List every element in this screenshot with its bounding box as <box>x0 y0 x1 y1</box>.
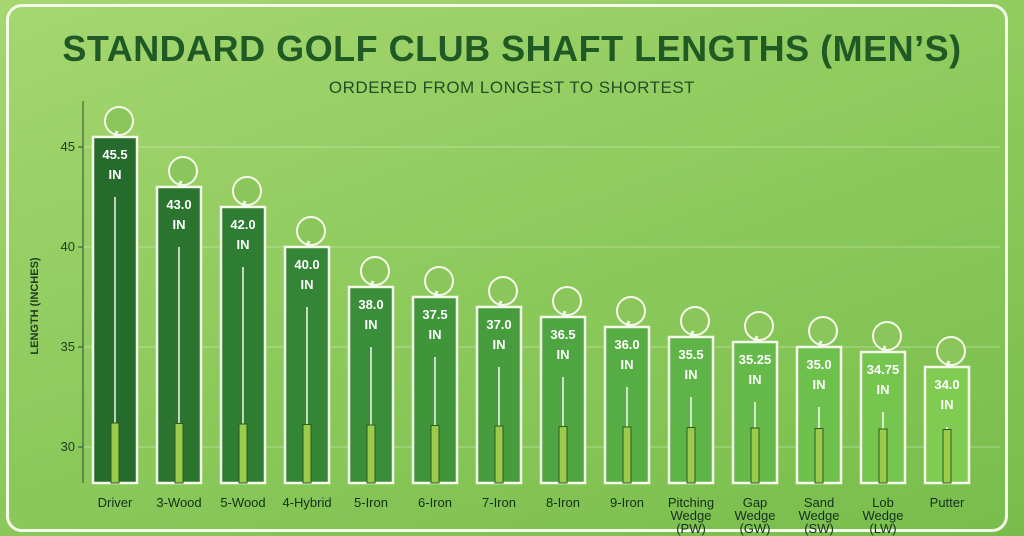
value-label: 43.0 IN <box>166 197 192 232</box>
y-tick-label: 30 <box>60 439 75 454</box>
club-neck <box>625 320 631 328</box>
club-neck <box>241 200 247 208</box>
grip <box>942 429 952 484</box>
x-tick-label: 3-Wood <box>156 495 202 510</box>
grip <box>366 424 376 484</box>
grip <box>430 425 440 484</box>
y-tick-label: 35 <box>60 339 75 354</box>
grip <box>558 426 568 484</box>
club-neck <box>305 240 311 248</box>
grip <box>750 427 760 484</box>
club-head <box>104 106 134 136</box>
x-tick-label: 5-Wood <box>220 495 266 510</box>
club-neck <box>881 345 887 353</box>
y-tick-label: 45 <box>60 139 75 154</box>
grip <box>878 428 888 484</box>
grip <box>174 423 184 484</box>
frame <box>6 4 1008 532</box>
club-neck <box>369 280 375 288</box>
x-tick-label: Lob Wedge (LW) <box>862 495 904 536</box>
value-label: 42.0 IN <box>230 217 256 252</box>
club-neck <box>561 310 567 318</box>
club-head <box>424 266 454 296</box>
club-head <box>488 276 518 306</box>
club-neck <box>497 300 503 308</box>
value-label: 36.5 IN <box>550 327 576 362</box>
grip <box>814 428 824 484</box>
grip <box>686 427 696 484</box>
x-tick-label: Gap Wedge (GW) <box>734 495 776 536</box>
club-neck <box>689 330 695 338</box>
value-label: 35.25 IN <box>738 352 772 387</box>
value-label: 37.0 IN <box>486 317 512 352</box>
club-head <box>680 306 710 336</box>
value-label: 37.5 IN <box>422 307 448 342</box>
club-neck <box>753 335 759 343</box>
chart-title: STANDARD GOLF CLUB SHAFT LENGTHS (MEN’S) <box>62 28 962 69</box>
x-tick-label: Pitching Wedge (PW) <box>667 495 715 536</box>
chart-subtitle: ORDERED FROM LONGEST TO SHORTEST <box>328 78 696 97</box>
value-label: 45.5 IN <box>102 147 128 182</box>
club-head <box>936 336 966 366</box>
x-tick-label: 6-Iron <box>418 495 452 510</box>
club-neck <box>817 340 823 348</box>
club-head <box>360 256 390 286</box>
y-tick-label: 40 <box>60 239 75 254</box>
x-tick-label: 5-Iron <box>354 495 388 510</box>
club-head <box>168 156 198 186</box>
grip <box>302 424 312 484</box>
grip <box>110 422 120 484</box>
value-label: 34.75 IN <box>866 362 900 397</box>
club-head <box>552 286 582 316</box>
club-head <box>808 316 838 346</box>
x-tick-label: Sand Wedge (SW) <box>798 495 840 536</box>
x-tick-label: Driver <box>97 495 133 510</box>
x-tick-label: 9-Iron <box>610 495 644 510</box>
club-neck <box>113 130 119 138</box>
club-head <box>616 296 646 326</box>
club-head <box>872 321 902 351</box>
x-tick-label: 8-Iron <box>546 495 580 510</box>
value-label: 38.0 IN <box>358 297 384 332</box>
x-tick-label: 4-Hybrid <box>282 495 332 510</box>
club-neck <box>945 360 951 368</box>
club-head <box>232 176 262 206</box>
x-tick-label: 7-Iron <box>482 495 516 510</box>
value-label: 35.0 IN <box>806 357 832 392</box>
value-label: 40.0 IN <box>294 257 320 292</box>
club-neck <box>177 180 183 188</box>
club-head <box>744 311 774 341</box>
grip <box>238 423 248 484</box>
grip <box>494 425 504 484</box>
value-label: 36.0 IN <box>614 337 640 372</box>
x-tick-label: Putter <box>929 495 965 510</box>
club-head <box>296 216 326 246</box>
value-label: 35.5 IN <box>678 347 704 382</box>
value-label: 34.0 IN <box>934 377 960 412</box>
grip <box>622 426 632 484</box>
club-neck <box>433 290 439 298</box>
